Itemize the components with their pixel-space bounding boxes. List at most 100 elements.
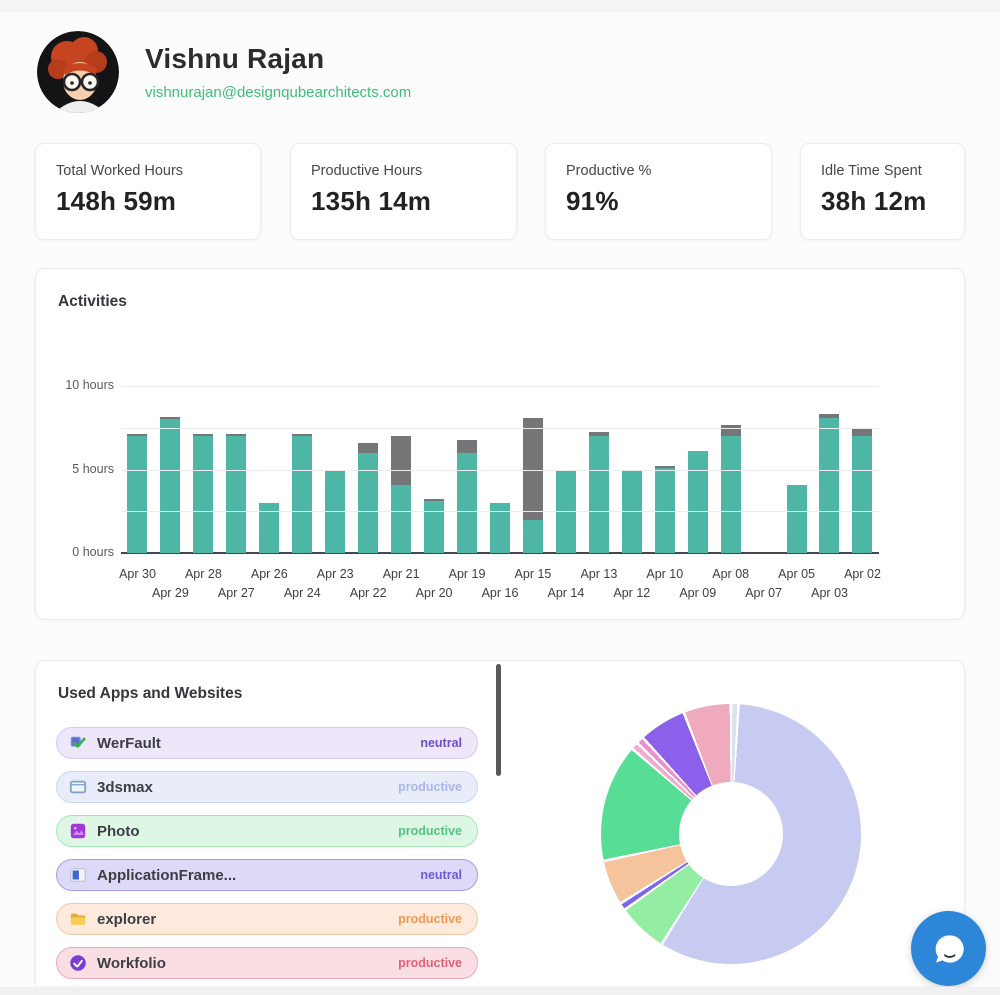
bar-segment-productive: [522, 519, 543, 553]
app-category-badge: productive: [398, 912, 462, 926]
x-axis-tick-label: Apr 19: [448, 567, 486, 581]
x-axis-tick-label: Apr 07: [745, 586, 783, 600]
activity-bar[interactable]: [127, 434, 148, 553]
activity-bar[interactable]: [358, 442, 379, 553]
bar-segment-productive: [424, 501, 445, 553]
activity-bar[interactable]: [786, 484, 807, 553]
x-axis-tick-label: Apr 14: [547, 586, 585, 600]
app-list-item[interactable]: 3dsmax productive: [56, 771, 478, 803]
bar-slot: [813, 386, 846, 553]
activity-bar[interactable]: [819, 413, 840, 553]
activity-bar[interactable]: [852, 427, 873, 553]
app-list-item[interactable]: Workfolio productive: [56, 947, 478, 979]
bar-segment-neutral: [226, 434, 247, 437]
activity-bar[interactable]: [687, 451, 708, 553]
x-axis-tick-label: Apr 23: [316, 567, 354, 581]
app-list-item[interactable]: ApplicationFrame... neutral: [56, 859, 478, 891]
app-list-item[interactable]: explorer productive: [56, 903, 478, 935]
chat-launcher-button[interactable]: [911, 911, 986, 986]
x-axis-tick-label: Apr 02: [844, 567, 881, 581]
x-axis-tick-label: Apr 29: [152, 586, 189, 600]
bar-segment-neutral: [292, 434, 313, 437]
stat-value: 38h 12m: [821, 186, 927, 216]
user-header: Vishnu Rajan vishnurajan@designqubearchi…: [37, 31, 411, 113]
activity-bar[interactable]: [457, 440, 477, 553]
stat-card-productive-percent: Productive % 91%: [545, 143, 772, 240]
activities-bar-chart: [121, 386, 879, 554]
activity-bar[interactable]: [489, 502, 510, 553]
bar-segment-productive: [457, 452, 477, 553]
bar-slot: [681, 386, 714, 553]
activity-bar[interactable]: [193, 433, 214, 553]
app-category-badge: productive: [398, 824, 462, 838]
activity-bar[interactable]: [720, 425, 741, 553]
apps-list: WerFault neutral 3dsmax productive Photo…: [56, 727, 478, 991]
bar-segment-neutral: [127, 434, 148, 437]
bar-segment-productive: [852, 436, 873, 553]
bar-segment-productive: [358, 452, 379, 553]
app-name: Photo: [97, 822, 140, 840]
bar-segment-productive: [193, 436, 214, 553]
activity-bar[interactable]: [226, 434, 247, 553]
activity-bar[interactable]: [292, 434, 313, 553]
bar-segment-neutral: [852, 427, 873, 437]
activity-bar[interactable]: [160, 416, 181, 553]
x-axis-tick-label: Apr 12: [613, 586, 651, 600]
activity-bar[interactable]: [588, 431, 609, 553]
app-list-item[interactable]: WerFault neutral: [56, 727, 478, 759]
apps-scrollbar[interactable]: [496, 664, 501, 776]
bar-slot: [220, 386, 253, 553]
bar-segment-productive: [226, 436, 247, 553]
app-frame-icon: [69, 866, 87, 884]
workfolio-icon: [69, 954, 87, 972]
activity-bar[interactable]: [424, 498, 445, 553]
gridline: [121, 427, 879, 429]
x-axis-labels: Apr 30 Apr 29 Apr 28 Apr 27 Apr 26 Apr 24 Apr …: [119, 559, 881, 611]
stat-value: 91%: [566, 186, 619, 216]
bar-segment-neutral: [654, 466, 675, 468]
bar-segment-neutral: [358, 442, 379, 453]
photo-icon: [69, 822, 87, 840]
apps-title: Used Apps and Websites: [58, 685, 243, 702]
x-axis-tick-label: Apr 28: [184, 567, 222, 581]
activity-bar[interactable]: [522, 417, 543, 553]
bottom-edge-band: [0, 987, 1000, 995]
x-axis-tick-label: Apr 09: [679, 586, 717, 600]
app-category-badge: productive: [398, 780, 462, 794]
app-list-item[interactable]: Photo productive: [56, 815, 478, 847]
bar-segment-productive: [687, 451, 708, 553]
bar-segment-productive: [819, 417, 840, 553]
bar-segment-neutral: [457, 440, 477, 453]
bar-slot: [352, 386, 385, 553]
top-edge-band: [0, 0, 1000, 12]
bar-slot: [582, 386, 615, 553]
x-axis-tick-label: Apr 30: [119, 567, 156, 581]
stat-card-idle-time: Idle Time Spent 38h 12m: [800, 143, 965, 240]
app-name: explorer: [97, 910, 157, 928]
app-name: 3dsmax: [97, 778, 153, 796]
bar-segment-productive: [654, 467, 675, 553]
stat-label: Productive %: [566, 163, 652, 179]
x-axis-tick-label: Apr 15: [514, 567, 552, 581]
bar-segment-productive: [786, 484, 807, 553]
x-axis-tick-label: Apr 21: [382, 567, 420, 581]
app-name: Workfolio: [97, 954, 166, 972]
apps-donut-chart[interactable]: [601, 704, 861, 964]
stat-label: Productive Hours: [311, 163, 423, 179]
bar-segment-productive: [160, 419, 181, 553]
x-axis-tick-label: Apr 22: [349, 586, 387, 600]
bar-segment-productive: [127, 436, 148, 553]
chat-bubble-icon: [935, 934, 964, 963]
apps-and-chart-card: Used Apps and Websites WerFault neutral …: [35, 660, 965, 986]
folder-icon: [69, 910, 87, 928]
bar-slot: [780, 386, 813, 553]
activity-bar[interactable]: [654, 466, 675, 553]
bar-segment-neutral: [391, 436, 412, 485]
user-name: Vishnu Rajan: [145, 43, 325, 74]
activity-bar[interactable]: [259, 502, 280, 553]
bar-slot: [648, 386, 681, 553]
activity-bar[interactable]: [391, 436, 412, 553]
x-axis-tick-label: Apr 16: [481, 586, 519, 600]
app-category-badge: productive: [398, 956, 462, 970]
